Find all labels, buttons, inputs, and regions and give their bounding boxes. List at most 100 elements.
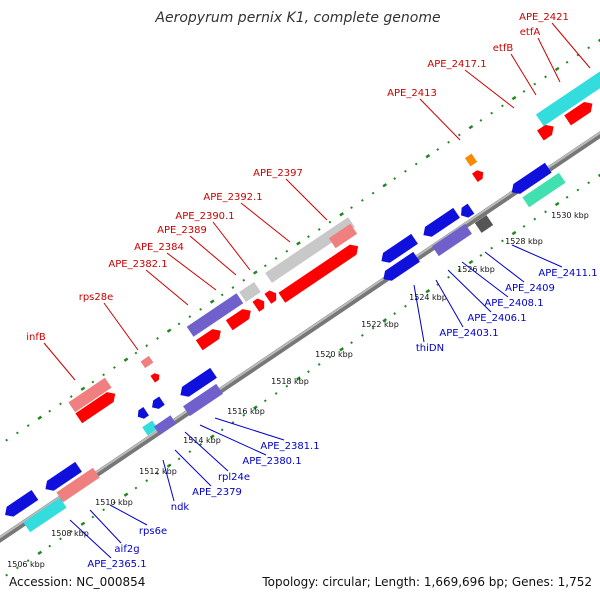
tick-label: 1508 kbp	[51, 529, 89, 538]
track-dot	[468, 259, 474, 265]
gene-rps28e-arrow	[150, 373, 160, 383]
accession-text: Accession: NC_000854	[9, 575, 145, 589]
track-dot	[307, 370, 310, 374]
gene-label-bottom: APE_2409	[505, 283, 555, 294]
track-dot	[479, 119, 483, 122]
tick-label: 1506 kbp	[7, 560, 45, 569]
gene-ape2381-block	[183, 383, 223, 417]
track-dot	[156, 337, 159, 340]
track-dot	[554, 66, 560, 72]
track-dot	[350, 206, 353, 210]
gene-label-top: APE_2389	[157, 225, 207, 236]
gene-label-bottom: aif2g	[114, 544, 139, 555]
track-dot	[479, 254, 483, 257]
track-dot	[404, 169, 407, 173]
track-dot	[231, 421, 235, 424]
track-dot	[339, 212, 344, 217]
leader-line	[166, 252, 217, 291]
leader-line	[184, 431, 229, 472]
track-dot	[307, 235, 310, 239]
gene-label-top: etfB	[493, 43, 514, 54]
gene-ape2411-teal	[522, 172, 566, 208]
tick-label: 1530 kbp	[551, 211, 589, 220]
gene-ape2408-arrow	[423, 207, 460, 237]
track-dot	[597, 173, 600, 178]
tick-label: 1512 kbp	[139, 467, 177, 476]
track-dot	[102, 508, 106, 512]
gene-ape2411-block	[474, 215, 494, 233]
gene-features	[5, 69, 600, 533]
gene-label-top: APE_2417.1	[427, 59, 486, 70]
track-dot	[565, 195, 569, 199]
track-dot	[468, 124, 474, 130]
track-dot	[113, 501, 116, 504]
track-dot	[134, 486, 138, 490]
track-dot	[91, 380, 95, 384]
track-dot	[69, 395, 73, 398]
leader-line	[510, 53, 537, 96]
leader-line	[484, 251, 525, 283]
track-dot	[490, 246, 494, 250]
gene-label-bottom: thiDN	[416, 343, 444, 354]
axis-tick-labels: 1506 kbp 1508 kbp 1510 kbp 1512 kbp 1514 kbp…	[7, 211, 589, 569]
gene-infB-arrow	[75, 392, 116, 424]
track-dot	[80, 386, 86, 391]
track-dot	[26, 424, 30, 428]
leader-line	[214, 417, 285, 441]
tick-label: 1524 kbp	[409, 293, 447, 302]
track-dot	[404, 304, 407, 308]
track-dot	[134, 351, 138, 355]
tick-label: 1522 kbp	[361, 320, 399, 329]
track-dot	[554, 201, 560, 207]
gene-label-bottom: APE_2381.1	[260, 441, 319, 452]
track-dot	[15, 431, 19, 435]
gene-labels: infB rps28e APE_2382.1 APE_2384 APE_2389 APE_…	[26, 12, 597, 570]
track-dot	[457, 268, 461, 272]
track-dot	[296, 376, 301, 381]
track-dot	[242, 413, 246, 417]
track-dot	[533, 217, 537, 221]
leader-line	[551, 22, 591, 69]
gene-label-bottom: ndk	[171, 502, 190, 513]
track-dot	[15, 566, 19, 570]
leader-line	[89, 509, 122, 544]
tick-label: 1528 kbp	[505, 237, 543, 246]
gene-ape2413-block	[464, 153, 478, 167]
gene-ape2365-block	[23, 497, 67, 533]
track-dot	[511, 230, 517, 236]
gene-label-top: APE_2390.1	[175, 211, 234, 222]
track-dot	[252, 270, 258, 275]
track-dot	[145, 344, 149, 348]
gene-ape2382-block	[186, 293, 244, 337]
track-dot	[5, 438, 8, 442]
track-dot	[252, 405, 258, 410]
leader-line	[413, 284, 425, 343]
gene-thiDN-arrow	[383, 251, 420, 281]
gene-rpl24e-arrow	[152, 396, 165, 409]
track-dot	[26, 559, 30, 563]
track-dot	[123, 492, 129, 497]
leader-line	[212, 221, 251, 271]
gene-ape2389-arrow	[225, 309, 251, 331]
summary-text: Topology: circular; Length: 1,669,696 bp…	[261, 575, 592, 589]
track-dot	[80, 521, 86, 526]
track-dot	[576, 188, 580, 192]
track-dot	[447, 140, 450, 144]
leader-line	[435, 279, 464, 328]
track-dot	[501, 239, 504, 243]
track-dot	[188, 315, 192, 319]
track-dot	[339, 347, 344, 352]
tick-label: 1518 kbp	[271, 377, 309, 386]
track-dot	[587, 46, 591, 50]
gene-ape2411-arrow	[511, 162, 552, 194]
gene-etfA-block	[535, 69, 600, 127]
gene-label-bottom: APE_2411.1	[538, 268, 597, 279]
track-dot	[490, 111, 494, 115]
gene-label-top: APE_2382.1	[108, 259, 167, 270]
gene-label-bottom: APE_2403.1	[439, 328, 498, 339]
track-dot	[457, 133, 461, 137]
gene-ape2384-block	[239, 281, 261, 303]
track-dot	[371, 191, 375, 195]
leader-line	[447, 269, 492, 313]
track-dot	[5, 573, 8, 577]
